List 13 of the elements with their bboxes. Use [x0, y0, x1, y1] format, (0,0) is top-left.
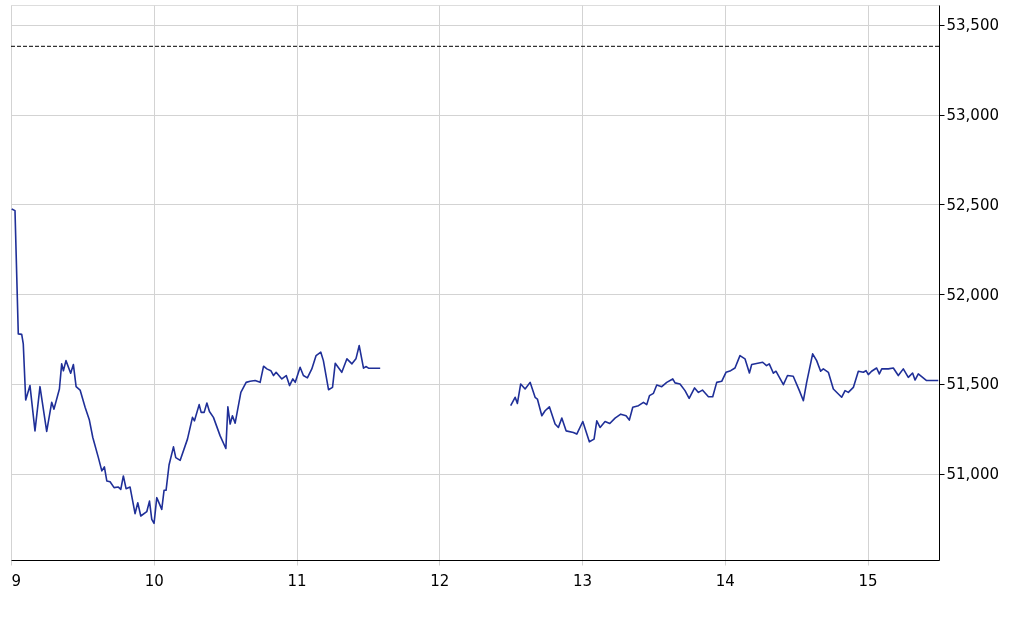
x-tick-label: 11 [287, 571, 307, 590]
x-tick-label: 9 [11, 571, 22, 590]
y-tick-label: 53,000 [946, 106, 999, 125]
x-tick-label: 14 [715, 571, 735, 590]
x-tick-label: 12 [430, 571, 450, 590]
y-tick-label: 51,000 [946, 465, 999, 484]
x-tick-label: 15 [858, 571, 878, 590]
y-tick-label: 52,000 [946, 285, 999, 304]
y-tick-label: 53,500 [946, 16, 999, 35]
y-tick-label: 52,500 [946, 195, 999, 214]
y-tick-label: 51,500 [946, 375, 999, 394]
x-tick-label: 10 [144, 571, 164, 590]
x-tick-label: 13 [573, 571, 593, 590]
